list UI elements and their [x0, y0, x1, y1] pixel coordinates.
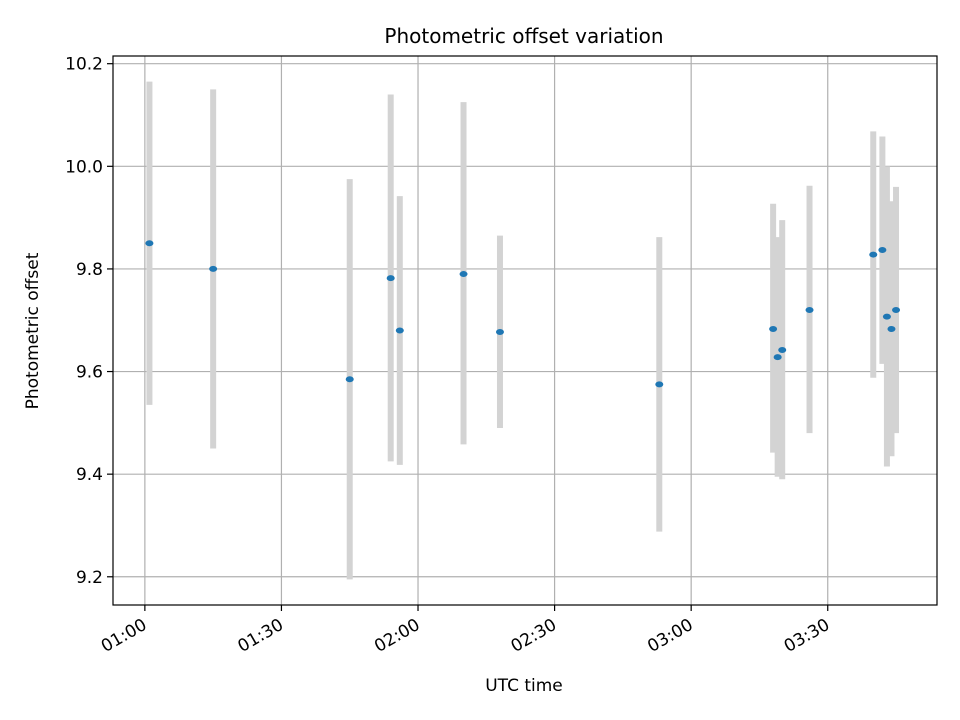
grid: [113, 56, 937, 605]
x-tick-label: 02:30: [508, 615, 560, 657]
data-points: [145, 240, 901, 388]
data-point: [878, 246, 887, 253]
chart-title: Photometric offset variation: [384, 24, 663, 48]
data-point: [805, 306, 814, 313]
data-point: [145, 240, 154, 247]
x-tick-label: 03:00: [644, 615, 696, 657]
data-point: [769, 325, 778, 332]
y-tick-label: 9.2: [76, 568, 103, 588]
y-tick-label: 9.6: [76, 363, 103, 383]
x-tick-label: 03:30: [781, 615, 833, 657]
data-point: [655, 381, 664, 388]
plot-frame: [112, 55, 938, 606]
ticks: 01:00 01:30 02:00 02:30 03:00 03:30 9.2 9.4 9.6 9…: [65, 55, 833, 657]
x-tick-label: 01:00: [98, 615, 150, 657]
data-point: [386, 275, 395, 282]
data-point: [882, 313, 891, 320]
data-point: [395, 327, 404, 334]
data-point: [869, 251, 878, 258]
error-bars: [146, 81, 900, 580]
data-point: [887, 325, 896, 332]
y-tick-label: 10.0: [65, 157, 103, 177]
y-tick-label: 9.8: [76, 260, 103, 280]
data-point: [495, 329, 504, 336]
x-tick-label: 02:00: [371, 615, 423, 657]
y-tick-label: 9.4: [76, 465, 103, 485]
x-axis-title: UTC time: [485, 676, 563, 696]
y-tick-label: 10.2: [65, 55, 103, 75]
y-axis-title: Photometric offset: [23, 252, 43, 409]
x-tick-label: 01:30: [235, 615, 287, 657]
data-point: [892, 306, 901, 313]
data-point: [345, 376, 354, 383]
data-point: [778, 346, 787, 353]
data-point: [209, 265, 218, 272]
data-point: [773, 354, 782, 361]
data-point: [459, 271, 468, 278]
